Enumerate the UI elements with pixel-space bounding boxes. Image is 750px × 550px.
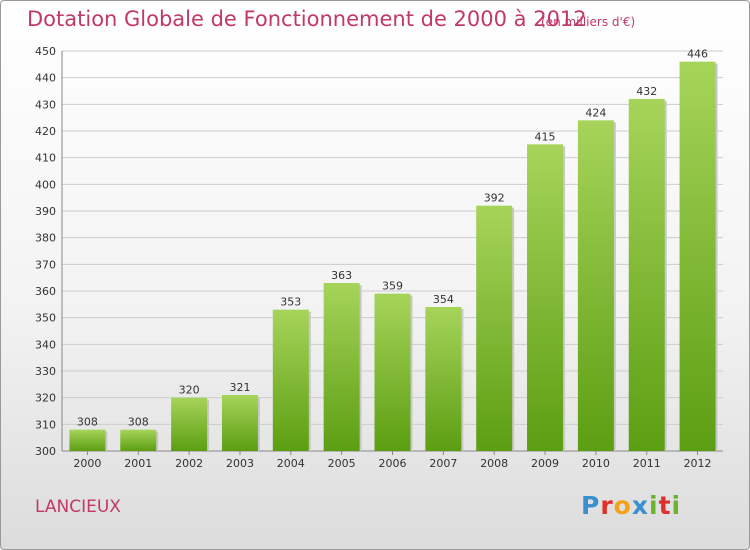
- chart-title: Dotation Globale de Fonctionnement de 20…: [27, 7, 587, 31]
- x-tick-label: 2000: [73, 457, 101, 470]
- commune-name: LANCIEUX: [35, 497, 121, 517]
- bar: [679, 61, 716, 452]
- x-tick-label: 2005: [328, 457, 356, 470]
- value-labels: 308 308 320 321 353 363 359 354 392 415 424 432 446: [77, 48, 708, 429]
- x-tick-label: 2002: [175, 457, 203, 470]
- value-label: 320: [179, 384, 200, 397]
- value-label: 308: [128, 416, 149, 429]
- value-label: 446: [687, 48, 708, 61]
- x-axis-ticks: 2000 2001 2002 2003 2004 2005 2006 2007 2008 2009…: [73, 457, 711, 470]
- x-tick-label: 2008: [480, 457, 508, 470]
- y-tick-label: 340: [35, 338, 56, 351]
- bar: [628, 99, 665, 451]
- y-tick-label: 420: [35, 125, 56, 138]
- y-tick-label: 300: [35, 445, 56, 458]
- x-tick-label: 2009: [531, 457, 559, 470]
- bar: [527, 144, 564, 452]
- x-tick-label: 2006: [379, 457, 407, 470]
- bar: [577, 120, 614, 451]
- value-label: 359: [382, 280, 403, 293]
- logo-letter: i: [649, 491, 659, 520]
- logo-letter: P: [581, 491, 601, 520]
- x-tick-label: 2001: [124, 457, 152, 470]
- y-tick-label: 380: [35, 232, 56, 245]
- x-tick-label: 2004: [277, 457, 305, 470]
- logo-letter: i: [671, 491, 682, 520]
- bar: [221, 395, 258, 451]
- y-tick-label: 370: [35, 258, 56, 271]
- logo-letter: r: [600, 491, 614, 520]
- value-label: 321: [229, 381, 250, 394]
- bar: [171, 397, 208, 451]
- logo-letter: t: [658, 491, 672, 520]
- y-tick-label: 430: [35, 98, 56, 111]
- y-tick-label: 440: [35, 72, 56, 85]
- bar: [272, 309, 309, 451]
- y-tick-label: 410: [35, 152, 56, 165]
- y-tick-label: 400: [35, 178, 56, 191]
- bar: [425, 307, 462, 451]
- chart-subtitle: (en milliers d'€): [541, 15, 636, 29]
- value-label: 353: [280, 296, 301, 309]
- value-label: 363: [331, 269, 352, 282]
- x-tick-label: 2010: [582, 457, 610, 470]
- logo-letter: o: [613, 491, 632, 520]
- y-tick-label: 310: [35, 418, 56, 431]
- value-label: 392: [484, 192, 505, 205]
- logo-letter: x: [631, 491, 649, 520]
- x-tick-label: 2007: [429, 457, 457, 470]
- value-label: 308: [77, 416, 98, 429]
- value-label: 354: [433, 293, 454, 306]
- x-tick-label: 2011: [633, 457, 661, 470]
- value-label: 424: [585, 106, 606, 119]
- y-tick-label: 360: [35, 285, 56, 298]
- bar: [69, 429, 106, 451]
- x-tick-label: 2012: [684, 457, 712, 470]
- bar: [120, 429, 157, 451]
- y-axis-ticks: 300 310 320 330 340 350 360 370 380 390 400 410 420 4…: [35, 45, 56, 458]
- y-tick-label: 390: [35, 205, 56, 218]
- value-label: 415: [535, 130, 556, 143]
- y-tick-label: 450: [35, 45, 56, 58]
- bar: [323, 283, 360, 451]
- bar: [476, 205, 513, 451]
- x-tick-label: 2003: [226, 457, 254, 470]
- y-tick-label: 330: [35, 365, 56, 378]
- bar: [374, 293, 411, 451]
- y-tick-label: 350: [35, 312, 56, 325]
- proxiti-logo: Proxiti: [581, 491, 681, 520]
- y-tick-label: 320: [35, 392, 56, 405]
- value-label: 432: [636, 85, 657, 98]
- bars: [69, 61, 718, 452]
